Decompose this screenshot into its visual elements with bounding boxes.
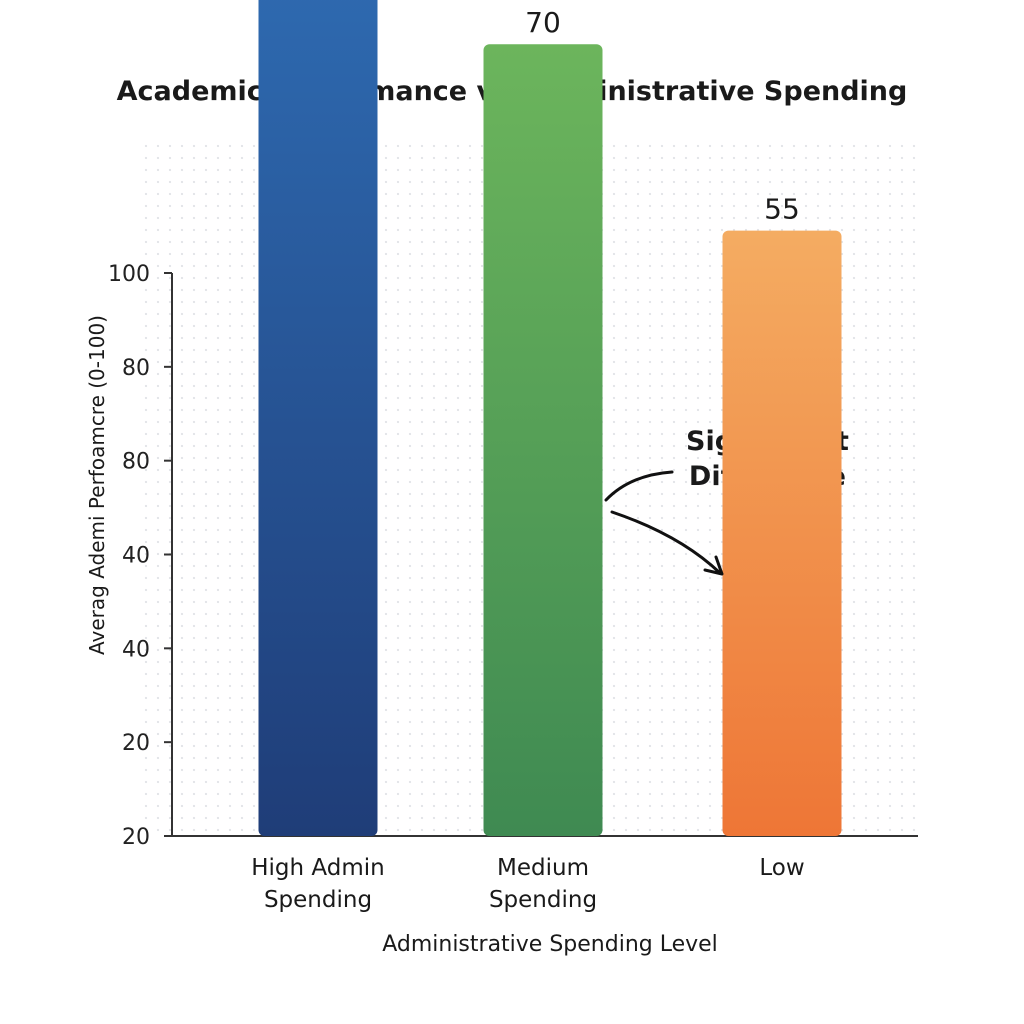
- annotation-arrow: [610, 510, 722, 575]
- y-tick-label: 20: [122, 731, 150, 756]
- y-tick-label: 80: [122, 450, 150, 475]
- x-tick-label-line: High Admin: [251, 855, 385, 881]
- x-tick-label-line: Medium: [497, 855, 589, 881]
- x-tick-label: Low: [682, 852, 882, 884]
- y-tick-label: 40: [122, 637, 150, 662]
- x-tick-label-line: Low: [759, 855, 805, 881]
- data-label: 55: [764, 193, 800, 226]
- y-tick-label: 40: [122, 544, 150, 569]
- x-tick-label-line: Spending: [488, 887, 598, 913]
- y-tick-label: 80: [122, 356, 150, 381]
- y-tick-label: 100: [108, 262, 150, 287]
- bar: [258, 0, 378, 836]
- x-tick-label: Medium Spending: [443, 852, 643, 916]
- x-tick-label-line: Spending: [263, 887, 373, 913]
- bar: [722, 230, 842, 836]
- x-axis-label: Administrative Spending Level: [382, 932, 718, 957]
- bar: [483, 44, 603, 837]
- y-tick-label: 20: [122, 825, 150, 850]
- arrowhead-icon: [703, 555, 724, 576]
- data-label: 70: [525, 6, 561, 39]
- x-tick-label: High Admin Spending: [218, 852, 418, 916]
- annotation-curve: [604, 470, 674, 502]
